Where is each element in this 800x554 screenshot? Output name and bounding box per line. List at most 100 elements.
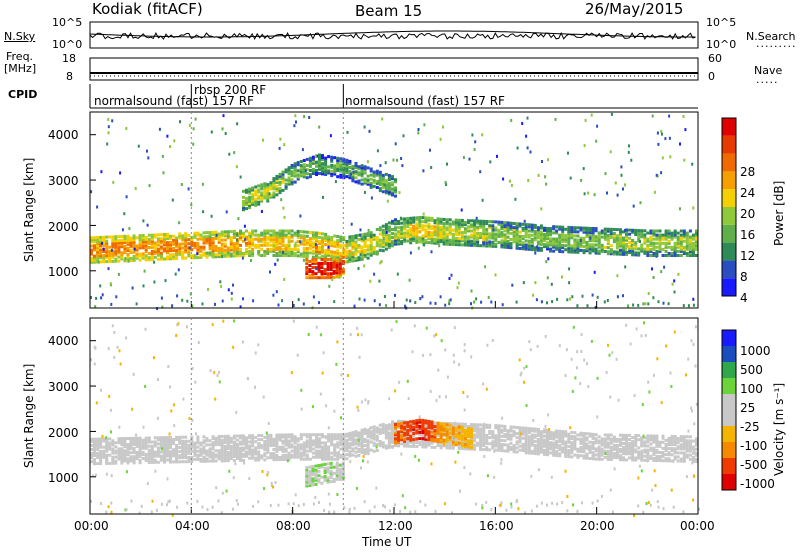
ground_scatter-cell — [521, 428, 525, 432]
ground_scatter-cell — [588, 432, 592, 436]
near_echo-cell — [332, 261, 336, 265]
far_echo-cell — [296, 169, 300, 173]
main_echo-cell — [105, 241, 109, 245]
far_echo-cell — [381, 178, 385, 181]
main_echo-cell — [676, 231, 680, 235]
far_echo-cell — [263, 188, 267, 192]
main_echo-cell — [394, 218, 397, 222]
scatter-cell — [179, 120, 181, 124]
main_echo-cell — [351, 259, 355, 263]
ground_scatter-cell — [625, 438, 628, 441]
scatter-cell — [367, 228, 370, 232]
scatter-cell — [249, 235, 252, 239]
ground_scatter-cell — [138, 446, 142, 450]
far_echo-cell — [318, 157, 321, 161]
main_echo-cell — [600, 249, 604, 253]
ground_scatter-cell — [321, 435, 324, 439]
ground_scatter-cell — [150, 446, 154, 450]
main_echo-cell — [321, 244, 324, 248]
main_echo-cell — [467, 243, 470, 247]
neg_flow-cell — [415, 419, 419, 423]
ground_scatter-cell — [479, 445, 483, 449]
ground_scatter-cell — [497, 444, 501, 448]
main_echo-cell — [232, 248, 236, 252]
ground_scatter-cell — [533, 446, 537, 449]
main_echo-cell — [153, 245, 157, 249]
main_echo-cell — [211, 230, 215, 234]
ground_scatter-cell — [676, 439, 680, 443]
ground_scatter-cell — [600, 453, 604, 457]
ground_scatter-cell — [606, 458, 610, 461]
ground_scatter-cell — [582, 444, 586, 448]
neg_flow-cell — [394, 433, 397, 437]
neg_flow-cell — [457, 425, 461, 429]
near_echo-cell — [320, 276, 324, 280]
ground_scatter-cell — [433, 421, 437, 425]
ground_scatter-cell — [582, 438, 586, 442]
neg_flow-cell — [445, 429, 449, 433]
main_echo-cell — [275, 245, 279, 249]
main_echo-cell — [634, 245, 638, 249]
main_echo-cell — [646, 249, 650, 253]
ground_scatter-cell — [640, 438, 644, 442]
main_echo-cell — [661, 237, 665, 241]
main_echo-cell — [175, 255, 179, 258]
main_echo-cell — [360, 251, 364, 255]
main_echo-cell — [433, 227, 437, 231]
ground_scatter-cell — [278, 445, 282, 449]
scatter-cell — [511, 283, 514, 287]
main_echo-cell — [518, 238, 522, 242]
ground_scatter-cell — [327, 433, 331, 437]
ground_scatter-cell — [96, 445, 100, 449]
main_echo-cell — [184, 244, 188, 248]
ground_scatter-cell — [482, 442, 486, 445]
main_echo-cell — [123, 238, 127, 242]
main_echo-cell — [281, 243, 285, 247]
ground_scatter-cell — [117, 447, 121, 451]
main_echo-cell — [612, 228, 616, 231]
ground_scatter-cell — [509, 433, 513, 437]
main_echo-cell — [603, 231, 607, 235]
main_echo-cell — [324, 232, 328, 236]
main_echo-cell — [239, 237, 242, 241]
ground_scatter-cell — [266, 433, 270, 437]
main_echo-cell — [415, 238, 419, 242]
main_echo-cell — [582, 240, 586, 244]
main_echo-cell — [588, 233, 592, 236]
neg_flow-cell — [460, 428, 464, 431]
ground_scatter-cell — [509, 441, 513, 445]
far_echo-cell — [330, 157, 334, 161]
far_echo-cell — [248, 199, 252, 203]
ground_scatter-cell — [102, 449, 106, 453]
main_echo-cell — [96, 260, 100, 264]
far_echo-cell — [351, 179, 355, 183]
main_echo-cell — [217, 236, 221, 240]
near_echo-cell — [335, 265, 339, 269]
ground_scatter-cell — [622, 456, 625, 460]
main_echo-cell — [448, 240, 452, 244]
ground_scatter-cell — [473, 439, 476, 443]
ground_scatter-cell — [293, 453, 297, 457]
near_echo-cell — [305, 270, 309, 274]
main_echo-cell — [114, 257, 118, 261]
ground_scatter-cell — [211, 443, 215, 447]
ground_scatter-cell — [181, 435, 185, 439]
scatter-cell — [369, 183, 372, 187]
main_echo-cell — [111, 243, 115, 247]
ground_scatter-cell — [643, 448, 647, 452]
main_echo-cell — [272, 247, 276, 251]
ground_scatter-cell — [363, 431, 367, 435]
ground_scatter-cell — [527, 439, 531, 443]
main_echo-cell — [150, 256, 154, 260]
ground_scatter-cell — [360, 432, 364, 436]
ground_scatter-cell — [536, 432, 540, 435]
ground_scatter-cell — [658, 455, 662, 458]
main_echo-cell — [232, 232, 236, 235]
ground_scatter-cell — [609, 451, 613, 455]
ground_scatter-cell — [96, 454, 100, 457]
ground_scatter-cell — [159, 436, 163, 440]
ground_scatter-cell — [108, 453, 112, 457]
main_echo-cell — [239, 248, 242, 251]
ground_scatter-cell — [117, 441, 121, 445]
ground_scatter-cell — [208, 447, 212, 451]
